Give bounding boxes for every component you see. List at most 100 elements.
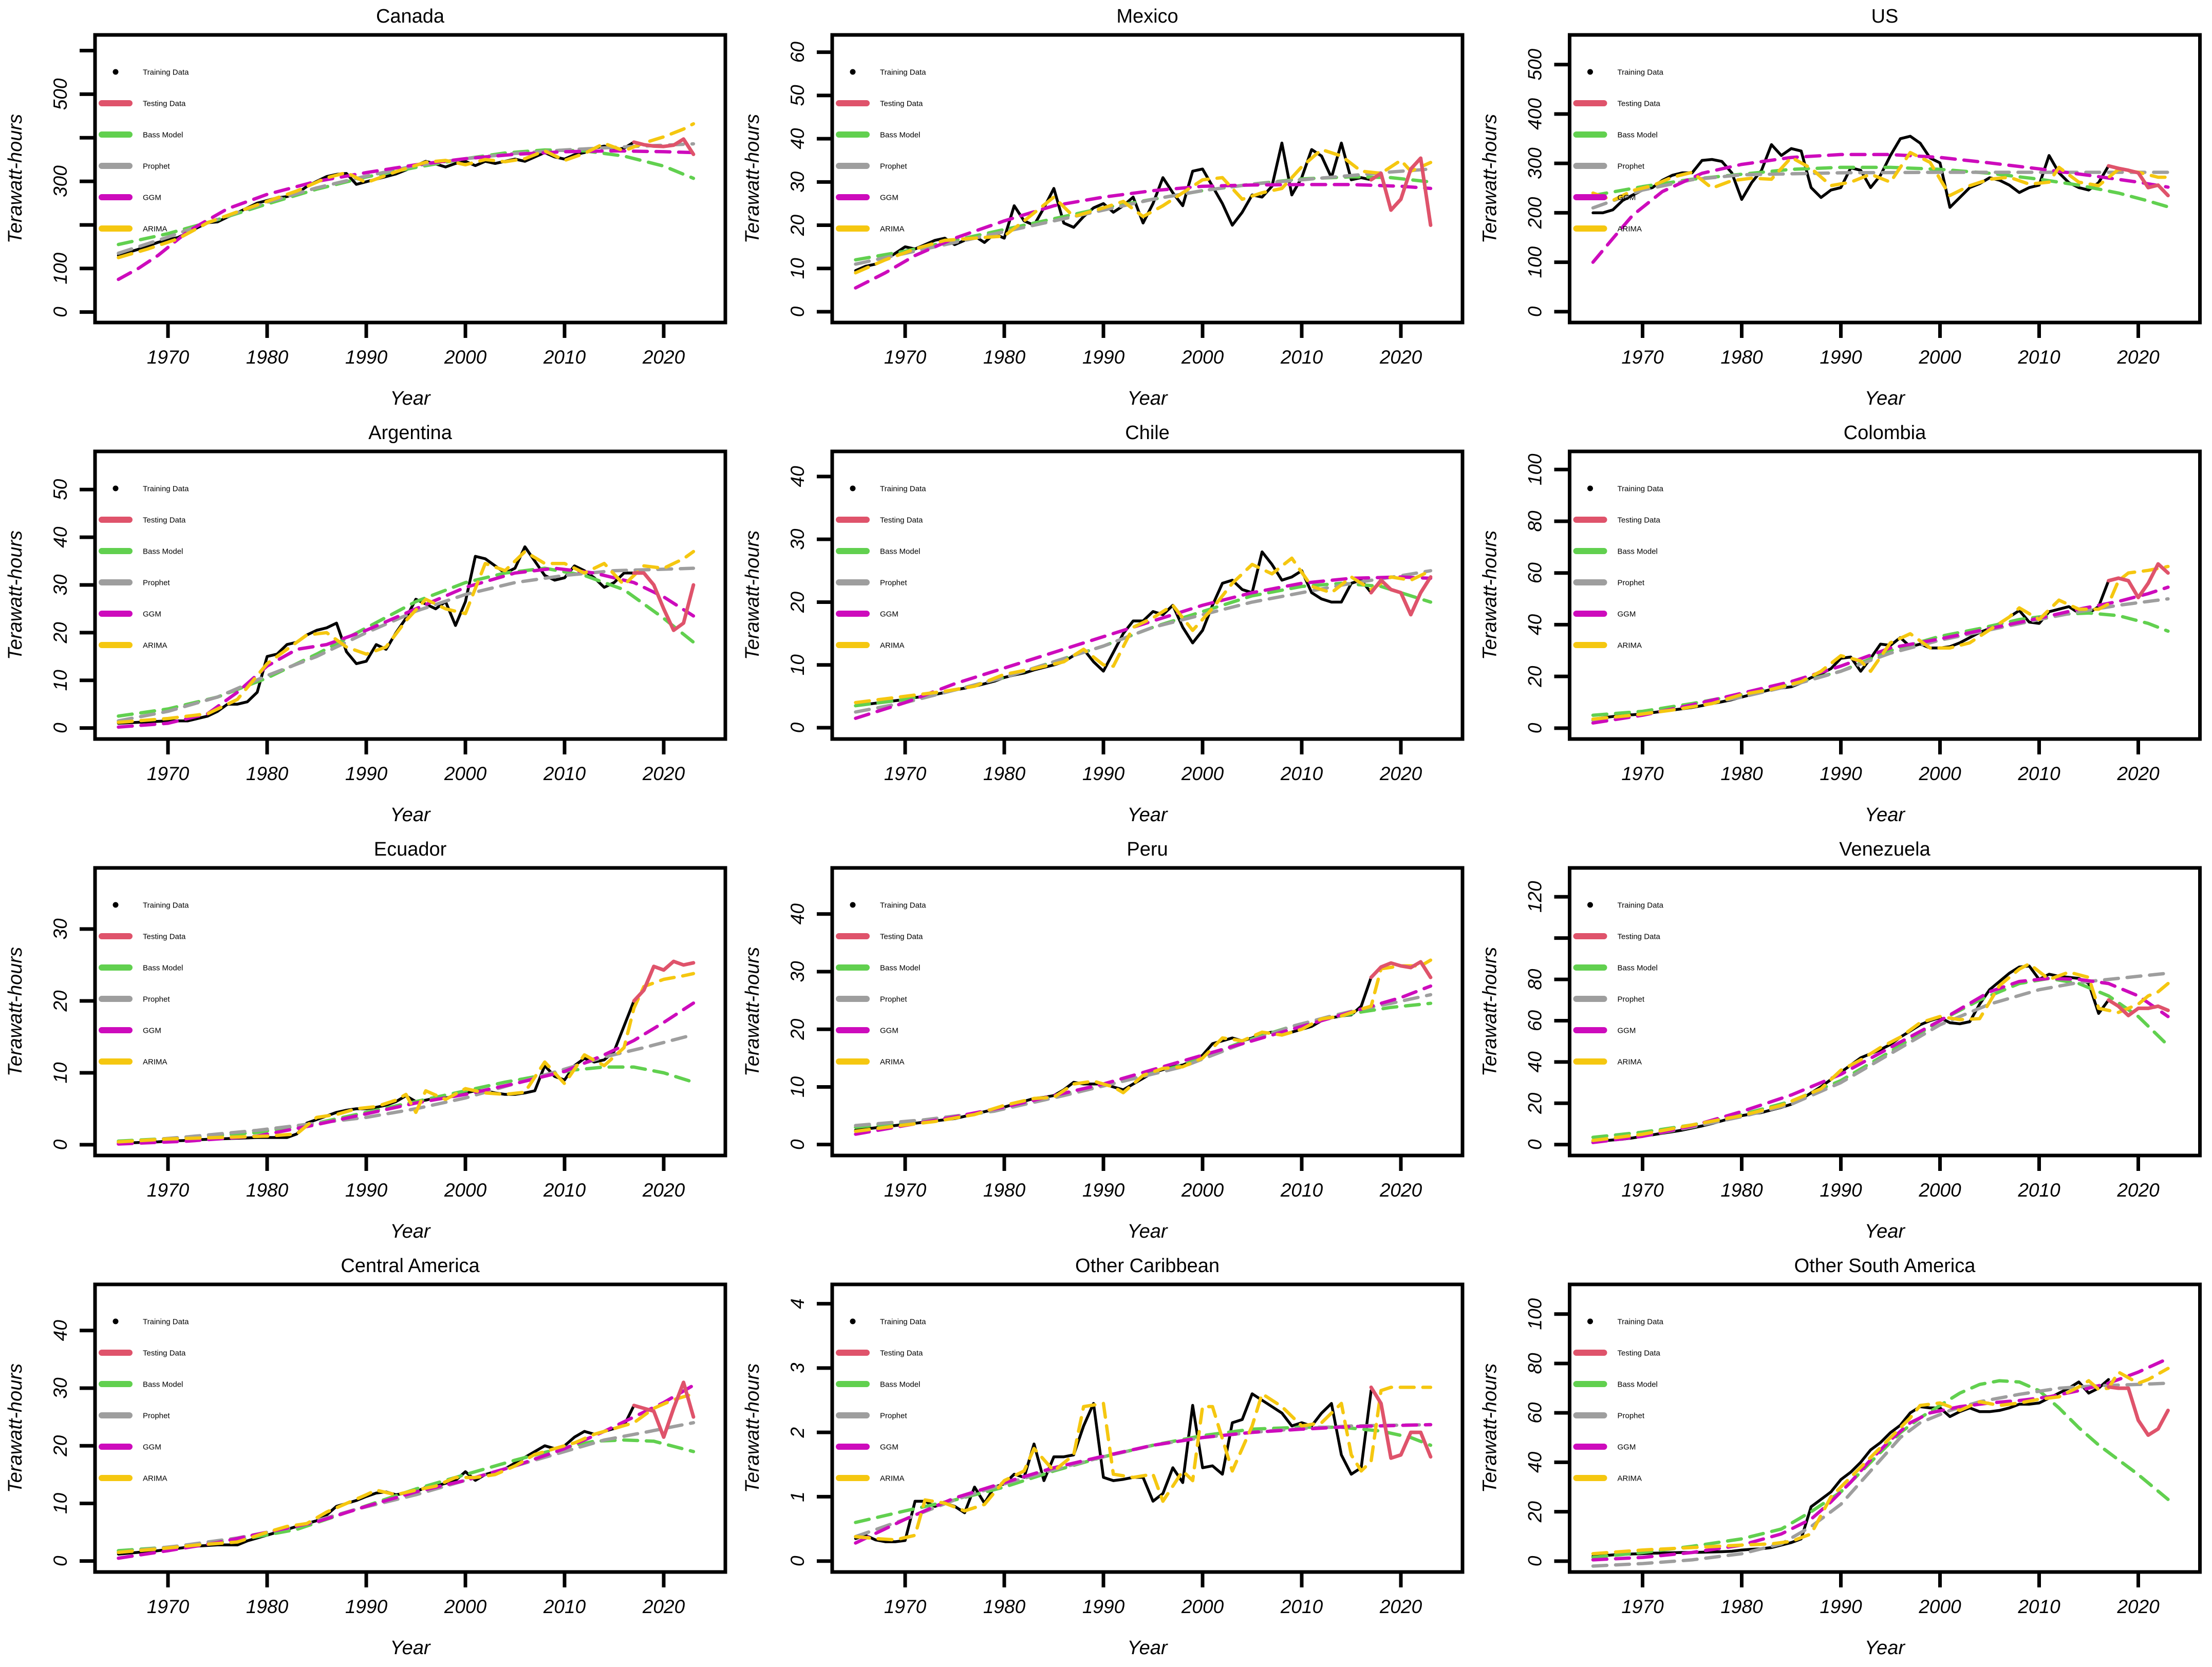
x-tick-label: 2010 bbox=[1280, 347, 1323, 368]
chart-canvas-other-caribbean: Other Caribbean 1970 1980 1990 2000 2010 2020 0… bbox=[742, 1255, 1465, 1659]
chart-canvas-argentina: Argentina 1970 1980 1990 2000 2010 2020 0 10 20 30… bbox=[5, 422, 727, 826]
x-tick-label: 1980 bbox=[983, 763, 1026, 784]
y-tick-label: 50 bbox=[787, 85, 808, 106]
legend-swatch-training bbox=[1587, 485, 1593, 491]
legend-label-testing: Testing Data bbox=[1618, 933, 1661, 941]
series-prophet bbox=[117, 566, 696, 723]
series-arima bbox=[854, 556, 1433, 705]
legend-label-ggm: GGM bbox=[1618, 194, 1636, 202]
legend-label-training: Training Data bbox=[880, 1318, 926, 1327]
x-tick-label: 2010 bbox=[543, 1180, 586, 1201]
x-tick-label: 1970 bbox=[884, 1596, 927, 1617]
x-tick-label: 1970 bbox=[147, 1596, 190, 1617]
y-tick-label: 10 bbox=[50, 1492, 71, 1514]
x-tick-label: 2000 bbox=[444, 1180, 487, 1201]
legend-label-training: Training Data bbox=[143, 68, 189, 77]
x-tick-label: 2020 bbox=[1379, 763, 1422, 784]
y-axis: 0 10 20 30 bbox=[50, 918, 95, 1150]
y-tick-label: 1 bbox=[787, 1491, 808, 1502]
y-axis: 0 10 20 30 40 bbox=[50, 1320, 95, 1566]
legend-label-training: Training Data bbox=[143, 901, 189, 910]
x-tick-label: 1990 bbox=[345, 1180, 388, 1201]
y-tick-label: 0 bbox=[1525, 723, 1546, 733]
series-bass bbox=[1591, 165, 2170, 209]
y-axis-title: Terawatt-hours bbox=[5, 531, 26, 660]
chart-canvas-peru: Peru 1970 1980 1990 2000 2010 2020 0 10 20 30 40 Ter… bbox=[742, 839, 1465, 1242]
x-axis-title: Year bbox=[1127, 1221, 1168, 1242]
series-training bbox=[854, 976, 1373, 1132]
legend-label-testing: Testing Data bbox=[143, 933, 186, 941]
x-tick-label: 1980 bbox=[1720, 763, 1763, 784]
series-prophet bbox=[854, 167, 1433, 266]
x-axis-title: Year bbox=[390, 1637, 431, 1659]
plot-box bbox=[1568, 866, 2202, 1158]
x-axis-title: Year bbox=[1865, 388, 1906, 409]
series-training bbox=[117, 999, 635, 1145]
x-tick-label: 1990 bbox=[1082, 763, 1125, 784]
series-ggm bbox=[854, 1423, 1433, 1545]
x-axis-title: Year bbox=[1127, 1637, 1168, 1659]
x-tick-label: 2020 bbox=[2116, 1596, 2160, 1617]
x-tick-label: 2010 bbox=[2017, 347, 2060, 368]
chart-mexico: Mexico 1970 1980 1990 2000 2010 2020 0 10 20 30 40 5… bbox=[737, 0, 1474, 416]
chart-title: Canada bbox=[376, 6, 445, 27]
series-bass bbox=[1591, 1379, 2170, 1559]
chart-canvas-chile: Chile 1970 1980 1990 2000 2010 2020 0 10 20 30 40 Te… bbox=[742, 422, 1465, 826]
x-tick-label: 1990 bbox=[1082, 1180, 1125, 1201]
chart-canada: Canada 1970 1980 1990 2000 2010 2020 0 100 300 500… bbox=[0, 0, 737, 416]
legend-label-bass: Bass Model bbox=[1618, 964, 1658, 973]
chart-other-south-america: Other South America 1970 1980 1990 2000 2010 2… bbox=[1474, 1249, 2212, 1666]
y-tick-label: 400 bbox=[1525, 98, 1546, 130]
x-tick-label: 2010 bbox=[2017, 1596, 2060, 1617]
y-tick-label: 20 bbox=[50, 1435, 71, 1457]
legend-label-bass: Bass Model bbox=[1618, 131, 1658, 140]
series-testing bbox=[2107, 998, 2170, 1017]
chart-title: Other South America bbox=[1794, 1255, 1976, 1277]
x-axis: 1970 1980 1990 2000 2010 2020 bbox=[884, 739, 1422, 784]
series-bass bbox=[117, 566, 696, 718]
series-prophet bbox=[117, 1033, 696, 1145]
y-axis: 0 1 2 3 4 bbox=[787, 1298, 832, 1566]
x-axis-title: Year bbox=[1865, 804, 1906, 826]
chart-canvas-ecuador: Ecuador 1970 1980 1990 2000 2010 2020 0 10 20 30 Te… bbox=[5, 839, 727, 1242]
x-tick-label: 2020 bbox=[1379, 1180, 1422, 1201]
x-axis: 1970 1980 1990 2000 2010 2020 bbox=[147, 739, 685, 784]
x-axis: 1970 1980 1990 2000 2010 2020 bbox=[884, 1155, 1422, 1201]
series-bass bbox=[854, 175, 1433, 262]
y-tick-label: 100 bbox=[1525, 453, 1546, 485]
legend-label-ggm: GGM bbox=[1618, 1443, 1636, 1452]
chart-title: US bbox=[1871, 6, 1899, 27]
series-ggm bbox=[854, 575, 1433, 720]
y-tick-label: 30 bbox=[787, 961, 808, 982]
x-tick-label: 1980 bbox=[983, 347, 1026, 368]
legend-label-testing: Testing Data bbox=[880, 1349, 923, 1358]
legend-label-training: Training Data bbox=[143, 1318, 189, 1327]
x-tick-label: 1990 bbox=[1820, 1596, 1862, 1617]
legend-label-training: Training Data bbox=[880, 68, 926, 77]
chart-venezuela: Venezuela 1970 1980 1990 2000 2010 2020 0 20 40 60… bbox=[1474, 833, 2212, 1249]
series-bass bbox=[117, 1065, 696, 1143]
legend-label-ggm: GGM bbox=[880, 1443, 898, 1452]
x-axis: 1970 1980 1990 2000 2010 2020 bbox=[147, 323, 685, 368]
chart-title: Venezuela bbox=[1839, 839, 1930, 860]
legend-label-ggm: GGM bbox=[143, 1443, 161, 1452]
legend-label-arima: ARIMA bbox=[1618, 225, 1642, 234]
x-tick-label: 2020 bbox=[2116, 763, 2160, 784]
series-arima bbox=[854, 958, 1433, 1133]
series-training bbox=[1591, 1378, 2110, 1558]
plot-box bbox=[830, 1282, 1465, 1574]
plot-box bbox=[830, 449, 1465, 741]
legend-label-arima: ARIMA bbox=[143, 1058, 167, 1067]
legend-label-ggm: GGM bbox=[143, 610, 161, 619]
legend: Training Data Testing Data Bass Model Proph… bbox=[836, 485, 926, 650]
legend-label-ggm: GGM bbox=[143, 1027, 161, 1035]
legend-label-bass: Bass Model bbox=[143, 547, 183, 556]
legend-label-ggm: GGM bbox=[880, 610, 898, 619]
chart-ecuador: Ecuador 1970 1980 1990 2000 2010 2020 0 10 20 30 Te… bbox=[0, 833, 737, 1249]
x-axis-title: Year bbox=[390, 804, 431, 826]
y-axis-title: Terawatt-hours bbox=[5, 1363, 26, 1493]
x-tick-label: 2010 bbox=[1280, 763, 1323, 784]
x-tick-label: 2000 bbox=[1918, 1596, 1961, 1617]
series-bass bbox=[854, 1001, 1433, 1129]
chart-canvas-colombia: Colombia 1970 1980 1990 2000 2010 2020 0 20 40 60 8… bbox=[1479, 422, 2202, 826]
